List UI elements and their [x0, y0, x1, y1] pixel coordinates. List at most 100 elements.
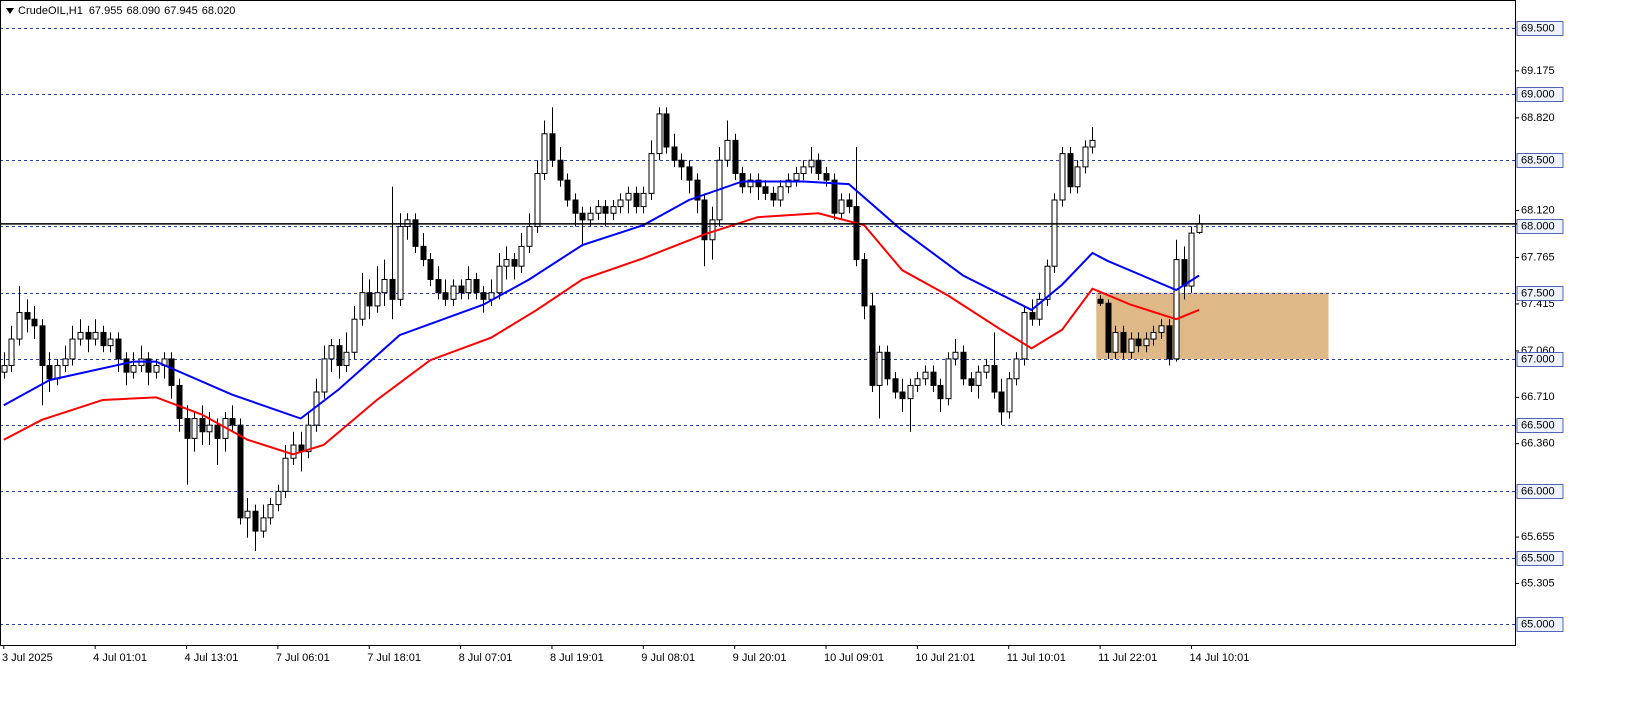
candle-body: [412, 219, 419, 247]
candle-body: [625, 192, 632, 201]
x-tick-label: 9 Jul 20:01: [733, 652, 787, 664]
quote: 68.020: [202, 5, 236, 17]
candle-body: [92, 331, 99, 340]
candle-body: [557, 159, 564, 181]
candle-body: [1105, 302, 1112, 353]
candle-body: [1059, 153, 1066, 201]
candle-body: [930, 371, 937, 386]
candle-body: [374, 292, 381, 307]
candle-body: [1120, 331, 1127, 353]
candle-body: [732, 139, 739, 175]
candle-body: [244, 510, 251, 519]
x-tick-label: 4 Jul 01:01: [93, 652, 147, 664]
candle-body: [458, 285, 465, 294]
candle-body: [640, 192, 647, 208]
candle-body: [541, 133, 548, 175]
candle-body: [176, 384, 183, 420]
candle-body: [907, 384, 914, 400]
x-tick-label: 4 Jul 13:01: [185, 652, 239, 664]
x-tick-label: 8 Jul 19:01: [550, 652, 604, 664]
candle-body: [838, 199, 845, 214]
symbol: CrudeOIL,H1: [18, 5, 83, 17]
candle-body: [359, 292, 366, 320]
candle-body: [206, 424, 213, 433]
y-tick-label: 66.710: [1521, 391, 1555, 403]
candle-body: [1166, 325, 1173, 360]
candle-body: [145, 358, 152, 373]
candle-body: [442, 292, 449, 300]
candle-body: [518, 245, 525, 267]
candle-body: [511, 259, 518, 267]
candle-body: [831, 179, 838, 214]
candle-body: [937, 384, 944, 400]
candle-body: [770, 192, 777, 201]
candle-body: [1188, 232, 1195, 287]
candle-body: [823, 173, 830, 181]
candle-body: [975, 371, 982, 386]
y-tick-label: 68.120: [1521, 204, 1555, 216]
candle-body: [762, 186, 769, 194]
candle-body: [214, 424, 221, 439]
candle-body: [983, 365, 990, 373]
level-label: 67.500: [1521, 287, 1555, 299]
candle-body: [648, 153, 655, 194]
candle-body: [8, 338, 15, 367]
candle-body: [656, 113, 663, 155]
level-label-box: [1516, 551, 1564, 566]
candle-body: [663, 113, 670, 148]
candle-body: [1097, 298, 1104, 304]
x-tick-label: 11 Jul 10:01: [1007, 652, 1066, 664]
candle-body: [1135, 338, 1142, 347]
header: CrudeOIL,H1 67.955 68.090 67.945 68.020: [18, 5, 235, 17]
candle-body: [1044, 265, 1051, 300]
candle-body: [168, 358, 175, 386]
level-label: 68.000: [1521, 220, 1555, 232]
candle-body: [1112, 331, 1119, 353]
candle-body: [899, 391, 906, 400]
level-label-box: [1516, 352, 1564, 367]
candle-body: [1196, 223, 1203, 233]
candle-body: [800, 166, 807, 175]
level-label: 65.500: [1521, 552, 1555, 564]
candle-body: [1082, 146, 1089, 168]
x-tick-label: 7 Jul 18:01: [367, 652, 421, 664]
candle-body: [861, 259, 868, 307]
candle-body: [77, 331, 84, 340]
candle-body: [808, 159, 815, 168]
zone: [1096, 292, 1329, 359]
candle-body: [1036, 298, 1043, 320]
level-label: 69.000: [1521, 88, 1555, 100]
level-label-box: [1516, 219, 1564, 234]
candle-body: [595, 206, 602, 214]
candle-body: [397, 225, 404, 300]
y-tick-label: 69.175: [1521, 65, 1555, 77]
candle-body: [85, 331, 92, 340]
candle-body: [260, 517, 267, 532]
y-tick-label: 65.305: [1521, 577, 1555, 589]
candle-body: [1, 365, 8, 373]
quote: 67.955: [89, 5, 123, 17]
level-label: 69.500: [1521, 22, 1555, 34]
candle-body: [1150, 331, 1157, 340]
y-tick-label: 67.765: [1521, 252, 1555, 264]
candle-body: [998, 391, 1005, 413]
y-tick-label: 65.655: [1521, 531, 1555, 543]
x-tick-label: 3 Jul 2025: [2, 652, 53, 664]
candle-body: [275, 490, 282, 506]
candle-body: [793, 173, 800, 181]
candle-body: [107, 338, 114, 347]
candle-body: [701, 199, 708, 241]
candle-body: [602, 206, 609, 214]
x-tick-label: 10 Jul 09:01: [824, 652, 884, 664]
candle-body: [1173, 259, 1180, 360]
candle-body: [633, 192, 640, 208]
quote: 68.090: [126, 5, 160, 17]
candle-body: [503, 259, 510, 267]
candle-body: [678, 159, 685, 168]
candle-body: [184, 418, 191, 439]
x-tick-label: 8 Jul 07:01: [459, 652, 513, 664]
level-label-box: [1516, 484, 1564, 499]
moving-average: [3, 212, 1200, 456]
candle-body: [31, 318, 38, 327]
